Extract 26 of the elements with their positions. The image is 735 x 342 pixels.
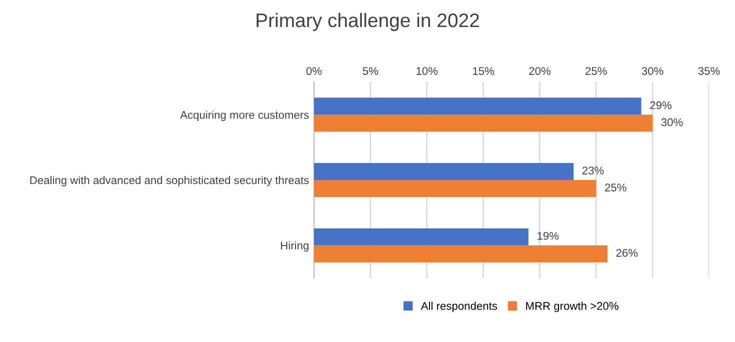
- bar: [314, 245, 608, 262]
- x-tick-label: 10%: [416, 67, 438, 75]
- x-tick-label: 0%: [306, 67, 322, 75]
- data-label: 23%: [582, 166, 604, 174]
- x-tick-label: 15%: [473, 67, 494, 75]
- bar: [314, 228, 528, 246]
- x-tick-label: 25%: [586, 67, 607, 75]
- y-tick-label: Dealing with advanced and sophisticated security threats: [30, 176, 309, 186]
- legend-label: MRR growth >20%: [526, 302, 618, 312]
- y-tick-label: Hiring: [281, 241, 308, 252]
- x-tick-label: 30%: [642, 67, 664, 75]
- chart-title: Primary challenge in 2022: [256, 12, 479, 32]
- x-tick-label: 5%: [362, 67, 378, 75]
- x-tick-label: 20%: [529, 67, 550, 75]
- legend-label: All respondents: [420, 302, 498, 312]
- data-label: 25%: [605, 184, 626, 192]
- data-label: 30%: [661, 118, 683, 126]
- bar: [314, 98, 642, 115]
- data-label: 26%: [616, 248, 638, 257]
- bar: [314, 114, 653, 132]
- x-tick-label: 35%: [698, 67, 720, 75]
- bar: [314, 180, 596, 197]
- y-tick-label: Acquiring more customers: [180, 110, 309, 121]
- bar: [314, 163, 574, 180]
- data-label: 19%: [538, 232, 559, 240]
- data-label: 29%: [650, 101, 672, 110]
